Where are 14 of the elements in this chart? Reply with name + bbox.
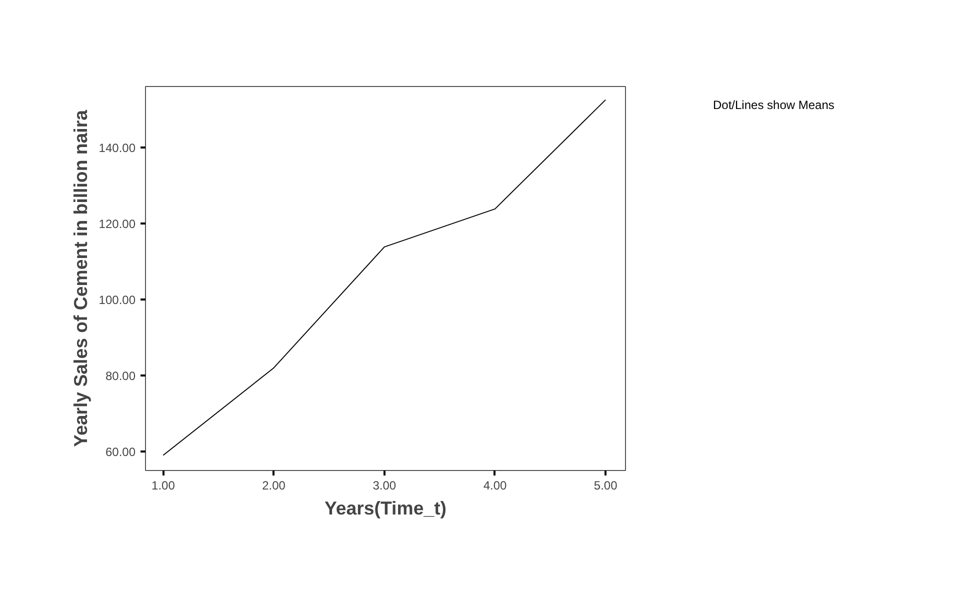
x-tick-label: 4.00	[483, 478, 507, 492]
line-series	[162, 99, 606, 456]
y-tick-label: 80.00	[105, 368, 136, 383]
y-tick-label: 140.00	[98, 140, 136, 155]
x-axis-title: Years(Time_t)	[324, 498, 447, 518]
y-tick-label: 120.00	[98, 216, 136, 231]
x-tick-label: 5.00	[594, 478, 618, 492]
y-axis-title: Yearly Sales of Cement in billion naira	[70, 109, 91, 447]
y-tick-label: 100.00	[98, 292, 136, 307]
x-tick-label: 1.00	[152, 478, 176, 492]
y-tick-label: 60.00	[105, 444, 136, 459]
x-tick-label: 2.00	[262, 478, 286, 492]
x-tick-label: 3.00	[372, 478, 396, 492]
text: Dot/Lines show Means	[713, 97, 834, 114]
